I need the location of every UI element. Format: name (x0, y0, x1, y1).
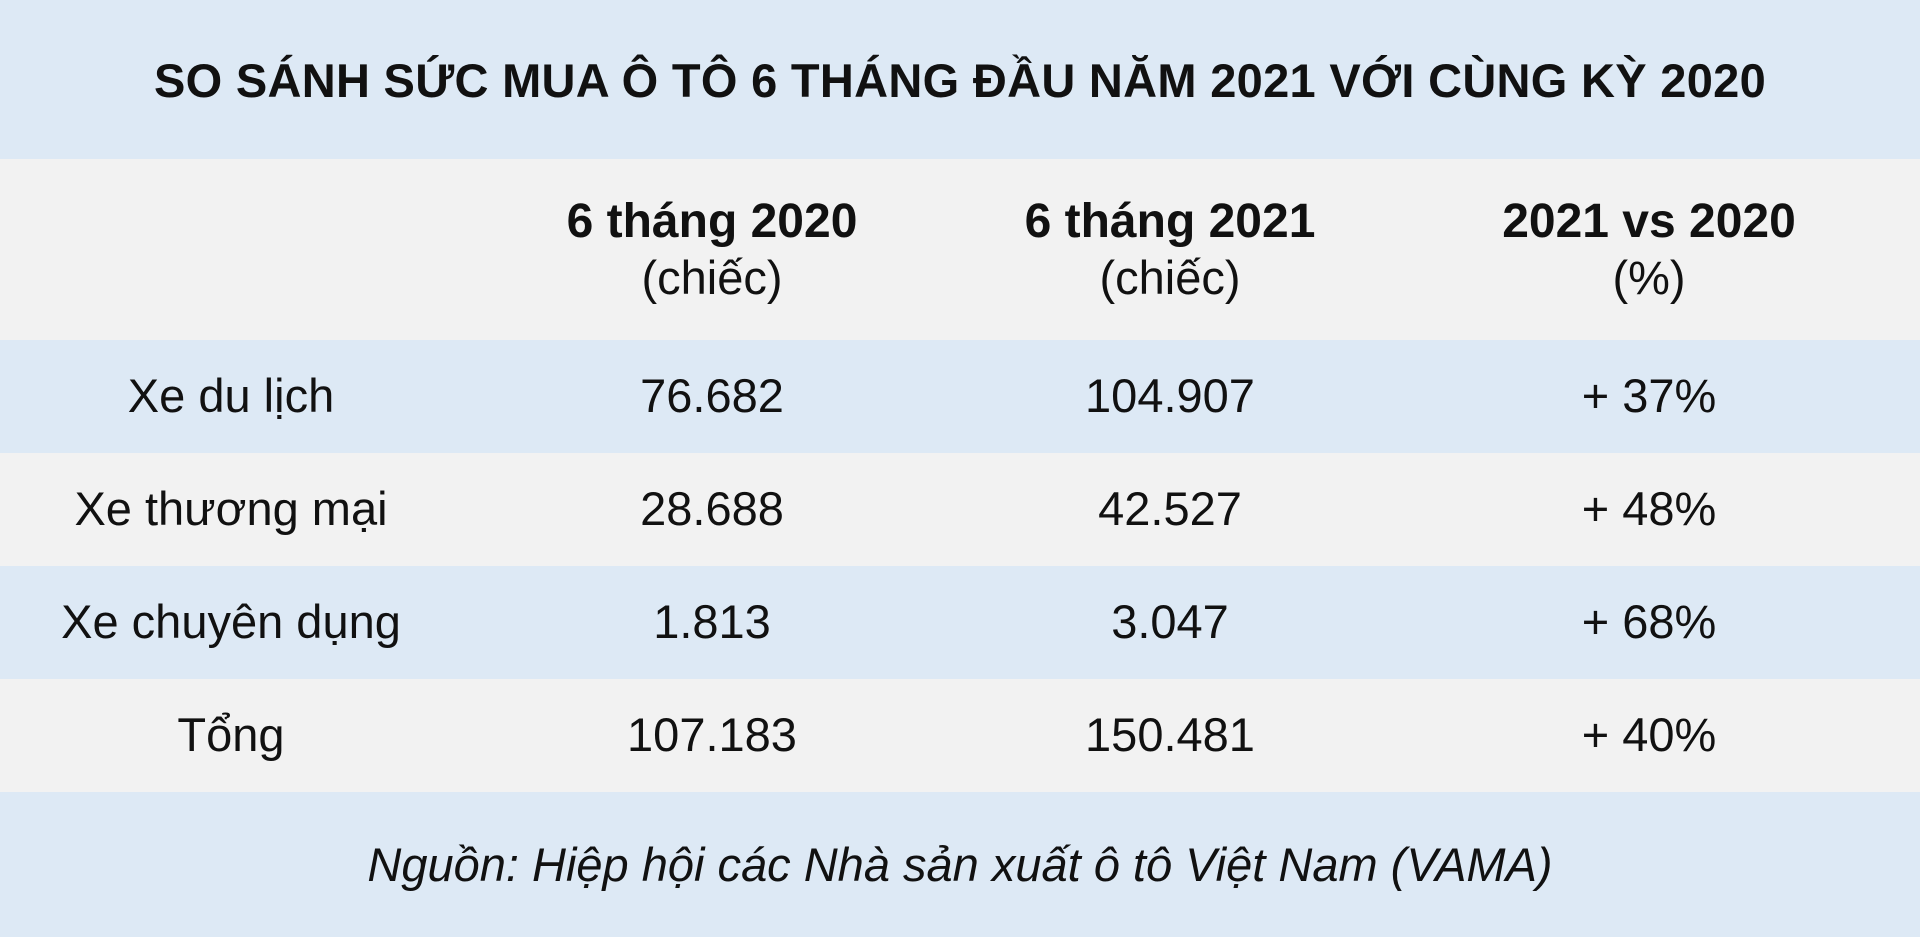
value-2021: 3.047 (1111, 595, 1229, 649)
table-row: Xe thương mại 28.688 42.527 + 48% (0, 453, 1920, 566)
header-label: 6 tháng 2020 (566, 194, 858, 248)
row-category: Xe du lịch (127, 369, 335, 423)
chart-title: SO SÁNH SỨC MUA Ô TÔ 6 THÁNG ĐẦU NĂM 202… (153, 54, 1767, 107)
header-unit: (%) (1612, 251, 1686, 305)
header-label: 2021 vs 2020 (1502, 194, 1796, 248)
header-cell-change: 2021 vs 2020 (%) (1378, 193, 1920, 307)
table-header-row: 6 tháng 2020 (chiếc) 6 tháng 2021 (chiếc… (0, 159, 1920, 340)
row-category: Tổng (177, 708, 285, 762)
title-band: SO SÁNH SỨC MUA Ô TÔ 6 THÁNG ĐẦU NĂM 202… (0, 0, 1920, 159)
sales-comparison-table: 6 tháng 2020 (chiếc) 6 tháng 2021 (chiếc… (0, 159, 1920, 792)
header-unit: (chiếc) (641, 251, 783, 305)
source-note: Nguồn: Hiệp hội các Nhà sản xuất ô tô Vi… (367, 838, 1553, 891)
table-row-total: Tổng 107.183 150.481 + 40% (0, 679, 1920, 792)
source-band: Nguồn: Hiệp hội các Nhà sản xuất ô tô Vi… (0, 792, 1920, 937)
table-row: Xe chuyên dụng 1.813 3.047 + 68% (0, 566, 1920, 679)
header-cell-2020: 6 tháng 2020 (chiếc) (462, 193, 962, 307)
value-2021: 150.481 (1085, 708, 1255, 762)
value-2021: 42.527 (1098, 482, 1242, 536)
value-change: + 68% (1581, 595, 1717, 649)
value-2020: 28.688 (640, 482, 784, 536)
row-category: Xe thương mại (74, 482, 388, 536)
header-cell-2021: 6 tháng 2021 (chiếc) (962, 193, 1378, 307)
value-change: + 37% (1581, 369, 1717, 423)
value-change: + 48% (1581, 482, 1717, 536)
value-2021: 104.907 (1085, 369, 1255, 423)
row-category: Xe chuyên dụng (61, 595, 401, 649)
header-label: 6 tháng 2021 (1024, 194, 1316, 248)
header-unit: (chiếc) (1099, 251, 1241, 305)
table-row: Xe du lịch 76.682 104.907 + 37% (0, 340, 1920, 453)
value-2020: 76.682 (640, 369, 784, 423)
value-change: + 40% (1581, 708, 1717, 762)
value-2020: 107.183 (627, 708, 797, 762)
value-2020: 1.813 (653, 595, 771, 649)
